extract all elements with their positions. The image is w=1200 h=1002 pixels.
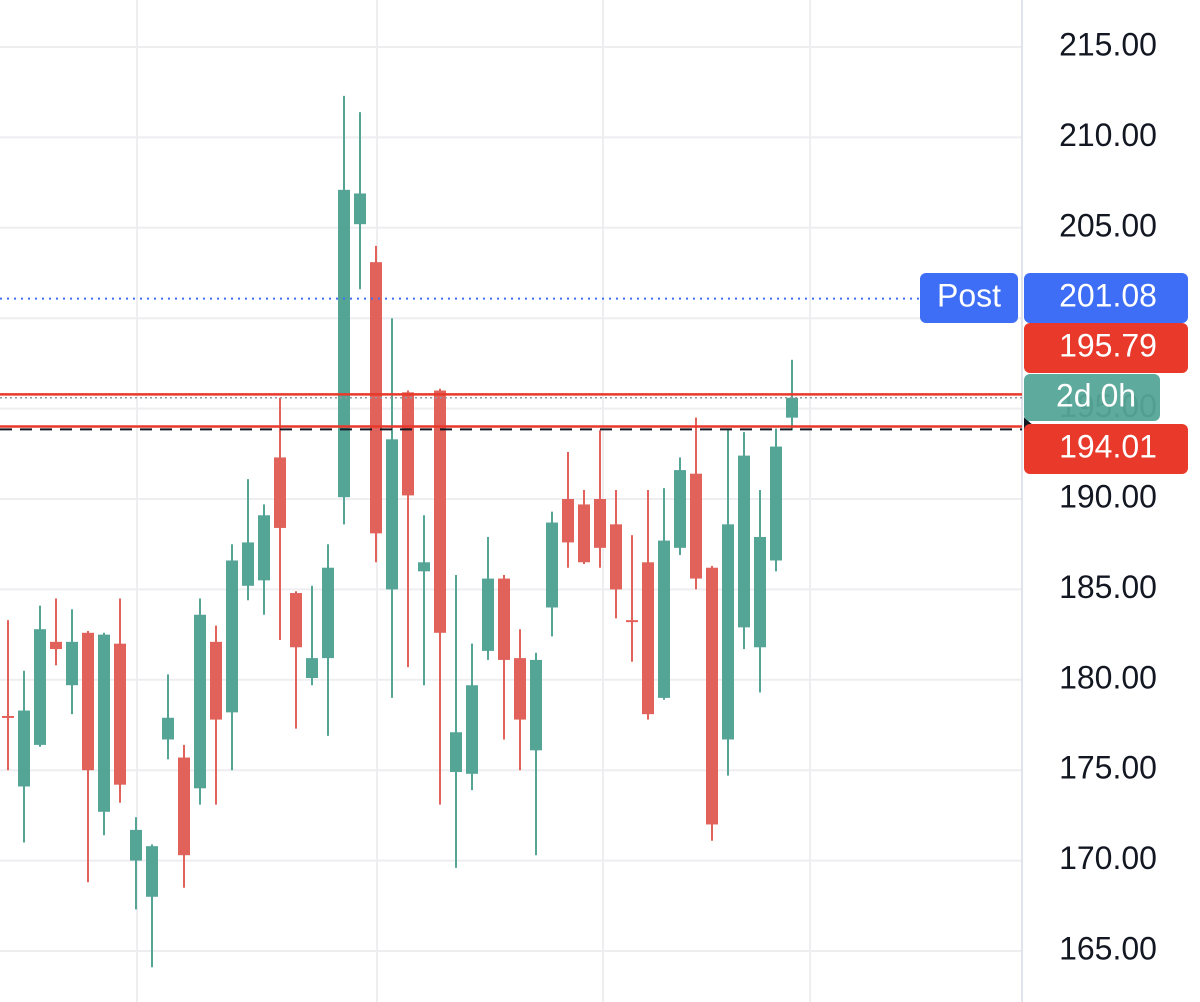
y-tick-label: 185.00 — [1059, 569, 1157, 605]
candle-body — [722, 524, 734, 740]
candle-body — [690, 473, 702, 579]
y-tick-label: 215.00 — [1059, 26, 1157, 62]
y-tick-label: 190.00 — [1059, 478, 1157, 514]
candle-body — [162, 717, 174, 740]
candle-body — [178, 757, 190, 856]
y-tick-label: 205.00 — [1059, 207, 1157, 243]
candle-body — [578, 504, 590, 563]
candle-body — [386, 439, 398, 590]
countdown-badge — [1024, 374, 1160, 421]
price-badge-text: 194.01 — [1059, 428, 1157, 464]
candle-body — [626, 620, 638, 623]
h-grid — [0, 46, 1022, 953]
candle-body — [18, 710, 30, 787]
candle-body — [210, 641, 222, 720]
candle-body — [498, 578, 510, 660]
candle-body — [146, 846, 158, 897]
price-badge-text: 195.79 — [1059, 327, 1157, 363]
candle-body — [450, 732, 462, 773]
candle-body — [82, 632, 94, 771]
price-badge — [1024, 323, 1188, 373]
price-badge — [1024, 273, 1188, 323]
candle-body — [642, 562, 654, 715]
vertical-grid — [136, 0, 811, 1002]
candle-body — [562, 499, 574, 543]
candle-body — [258, 515, 270, 581]
y-tick-label: 210.00 — [1059, 117, 1157, 153]
candle-body — [98, 634, 110, 812]
candle-body — [290, 593, 302, 648]
candle-body — [610, 524, 622, 590]
candle-body — [530, 659, 542, 751]
candle-body — [274, 457, 286, 528]
candle-body — [338, 189, 350, 498]
candle-body — [770, 446, 782, 561]
candle-body — [434, 390, 446, 633]
candle-body — [546, 522, 558, 608]
candle-body — [194, 614, 206, 789]
candle-body — [322, 567, 334, 659]
candle-body — [50, 641, 62, 650]
countdown-text: 2d 0h — [1056, 377, 1136, 413]
candle-body — [2, 715, 14, 718]
candle-body — [738, 455, 750, 628]
candle-body — [482, 578, 494, 651]
candle-body — [34, 629, 46, 745]
candle-body — [674, 470, 686, 548]
candle-body — [594, 499, 606, 548]
candle-body — [114, 643, 126, 785]
candle-body — [402, 392, 414, 496]
candle-body — [306, 658, 318, 679]
candle-body — [754, 536, 766, 648]
candle-body — [514, 658, 526, 720]
candle-body — [706, 567, 718, 825]
candle-body — [66, 641, 78, 686]
y-tick-label: 180.00 — [1059, 659, 1157, 695]
candle-body — [354, 193, 366, 225]
candle-body — [466, 685, 478, 774]
candle-body — [418, 562, 430, 572]
candle-body — [226, 560, 238, 713]
candle-body — [130, 829, 142, 861]
price-badge — [1024, 424, 1188, 474]
y-tick-label: 175.00 — [1059, 750, 1157, 786]
candle-body — [786, 397, 798, 418]
price-badge-text: 201.08 — [1059, 277, 1157, 313]
y-tick-label: 165.00 — [1059, 930, 1157, 966]
candle-body — [658, 540, 670, 698]
candle-body — [242, 542, 254, 586]
y-tick-label: 170.00 — [1059, 840, 1157, 876]
label-badge — [920, 273, 1018, 323]
label-badge-text: Post — [937, 277, 1001, 313]
